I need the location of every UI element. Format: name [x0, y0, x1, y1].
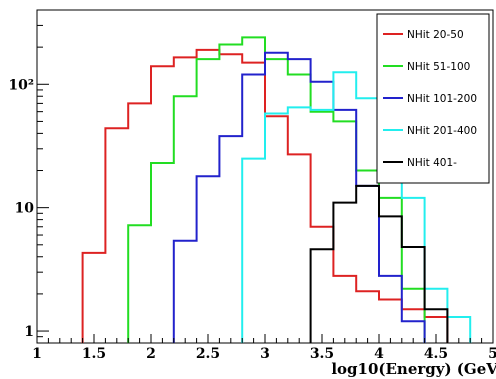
x-tick-label: 1.5	[82, 346, 106, 362]
series-line-nhit-401-	[309, 184, 449, 343]
legend-label-nhit-201-400: NHit 201-400	[407, 125, 477, 137]
x-tick-label: 3.5	[310, 346, 334, 362]
axis-ticks	[36, 9, 494, 344]
x-tick-label: 2	[146, 346, 156, 362]
legend-label-nhit-20-50: NHit 20-50	[407, 29, 464, 41]
series-line-nhit-20-50	[81, 48, 449, 343]
series-line-nhit-201-400	[241, 71, 472, 343]
x-tick-label: 2.5	[196, 346, 220, 362]
series-line-nhit-101-200	[172, 51, 426, 343]
y-tick-label: 1	[24, 324, 34, 340]
x-tick-labels: 1 1.5 2 2.5 3 3.5 4 4.5 5	[32, 346, 496, 362]
legend-label-nhit-51-100: NHit 51-100	[407, 61, 470, 73]
x-tick-label: 4	[374, 346, 384, 362]
legend-label-nhit-101-200: NHit 101-200	[407, 93, 477, 105]
series-line-nhit-51-100	[127, 36, 426, 343]
x-tick-label: 5	[488, 346, 496, 362]
x-tick-label: 4.5	[424, 346, 448, 362]
x-axis-title: log10(Energy) (GeV)	[331, 360, 496, 378]
series-lines	[81, 36, 472, 343]
legend: NHit 20-50 NHit 51-100 NHit 101-200 NHit 20…	[376, 13, 490, 184]
y-tick-labels: 1 10 10²	[8, 77, 34, 340]
x-tick-label: 3	[260, 346, 270, 362]
x-tick-label: 1	[32, 346, 42, 362]
y-tick-label: 10	[15, 201, 35, 217]
legend-label-nhit-401-: NHit 401-	[407, 157, 457, 169]
y-tick-label: 10²	[8, 77, 34, 93]
